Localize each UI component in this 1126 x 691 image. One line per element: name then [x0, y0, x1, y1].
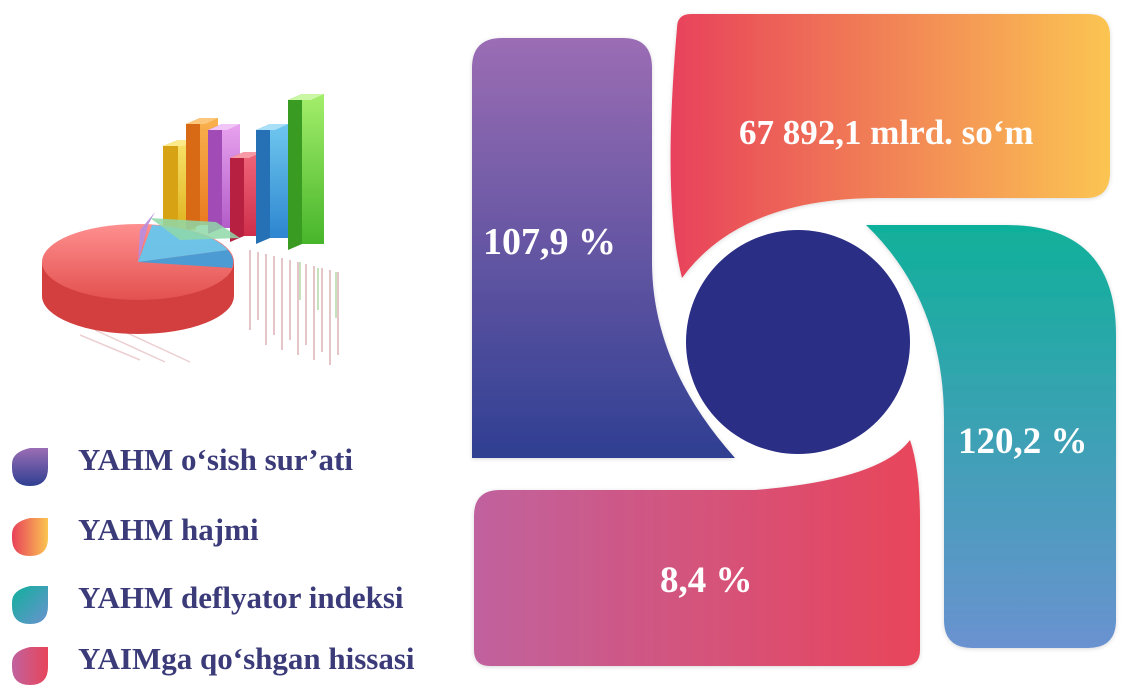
bar-and-pie-chart-icon [42, 94, 339, 365]
share-panel [474, 440, 920, 666]
deflator-panel [866, 225, 1116, 648]
red-orange-leaf-icon [12, 518, 48, 556]
purple-blue-leaf-icon [12, 448, 48, 486]
teal-blue-leaf-icon [12, 586, 48, 624]
volume-value: 67 892,1 mlrd. so‘m [739, 113, 1034, 152]
legend-label: YAIMga qo‘shgan hissasi [78, 641, 415, 676]
legend-label: YAHM hajmi [78, 512, 259, 547]
growth-rate-value: 107,9 % [483, 221, 616, 263]
share-value: 8,4 % [660, 560, 753, 601]
deflator-value: 120,2 % [958, 421, 1088, 462]
growth-rate-panel [472, 38, 735, 458]
volume-panel [670, 14, 1110, 278]
legend-label: YAHM o‘sish sur’ati [78, 442, 353, 477]
center-circle [686, 230, 910, 454]
legend-label: YAHM deflyator indeksi [78, 580, 404, 615]
pink-red-leaf-icon [12, 647, 48, 685]
